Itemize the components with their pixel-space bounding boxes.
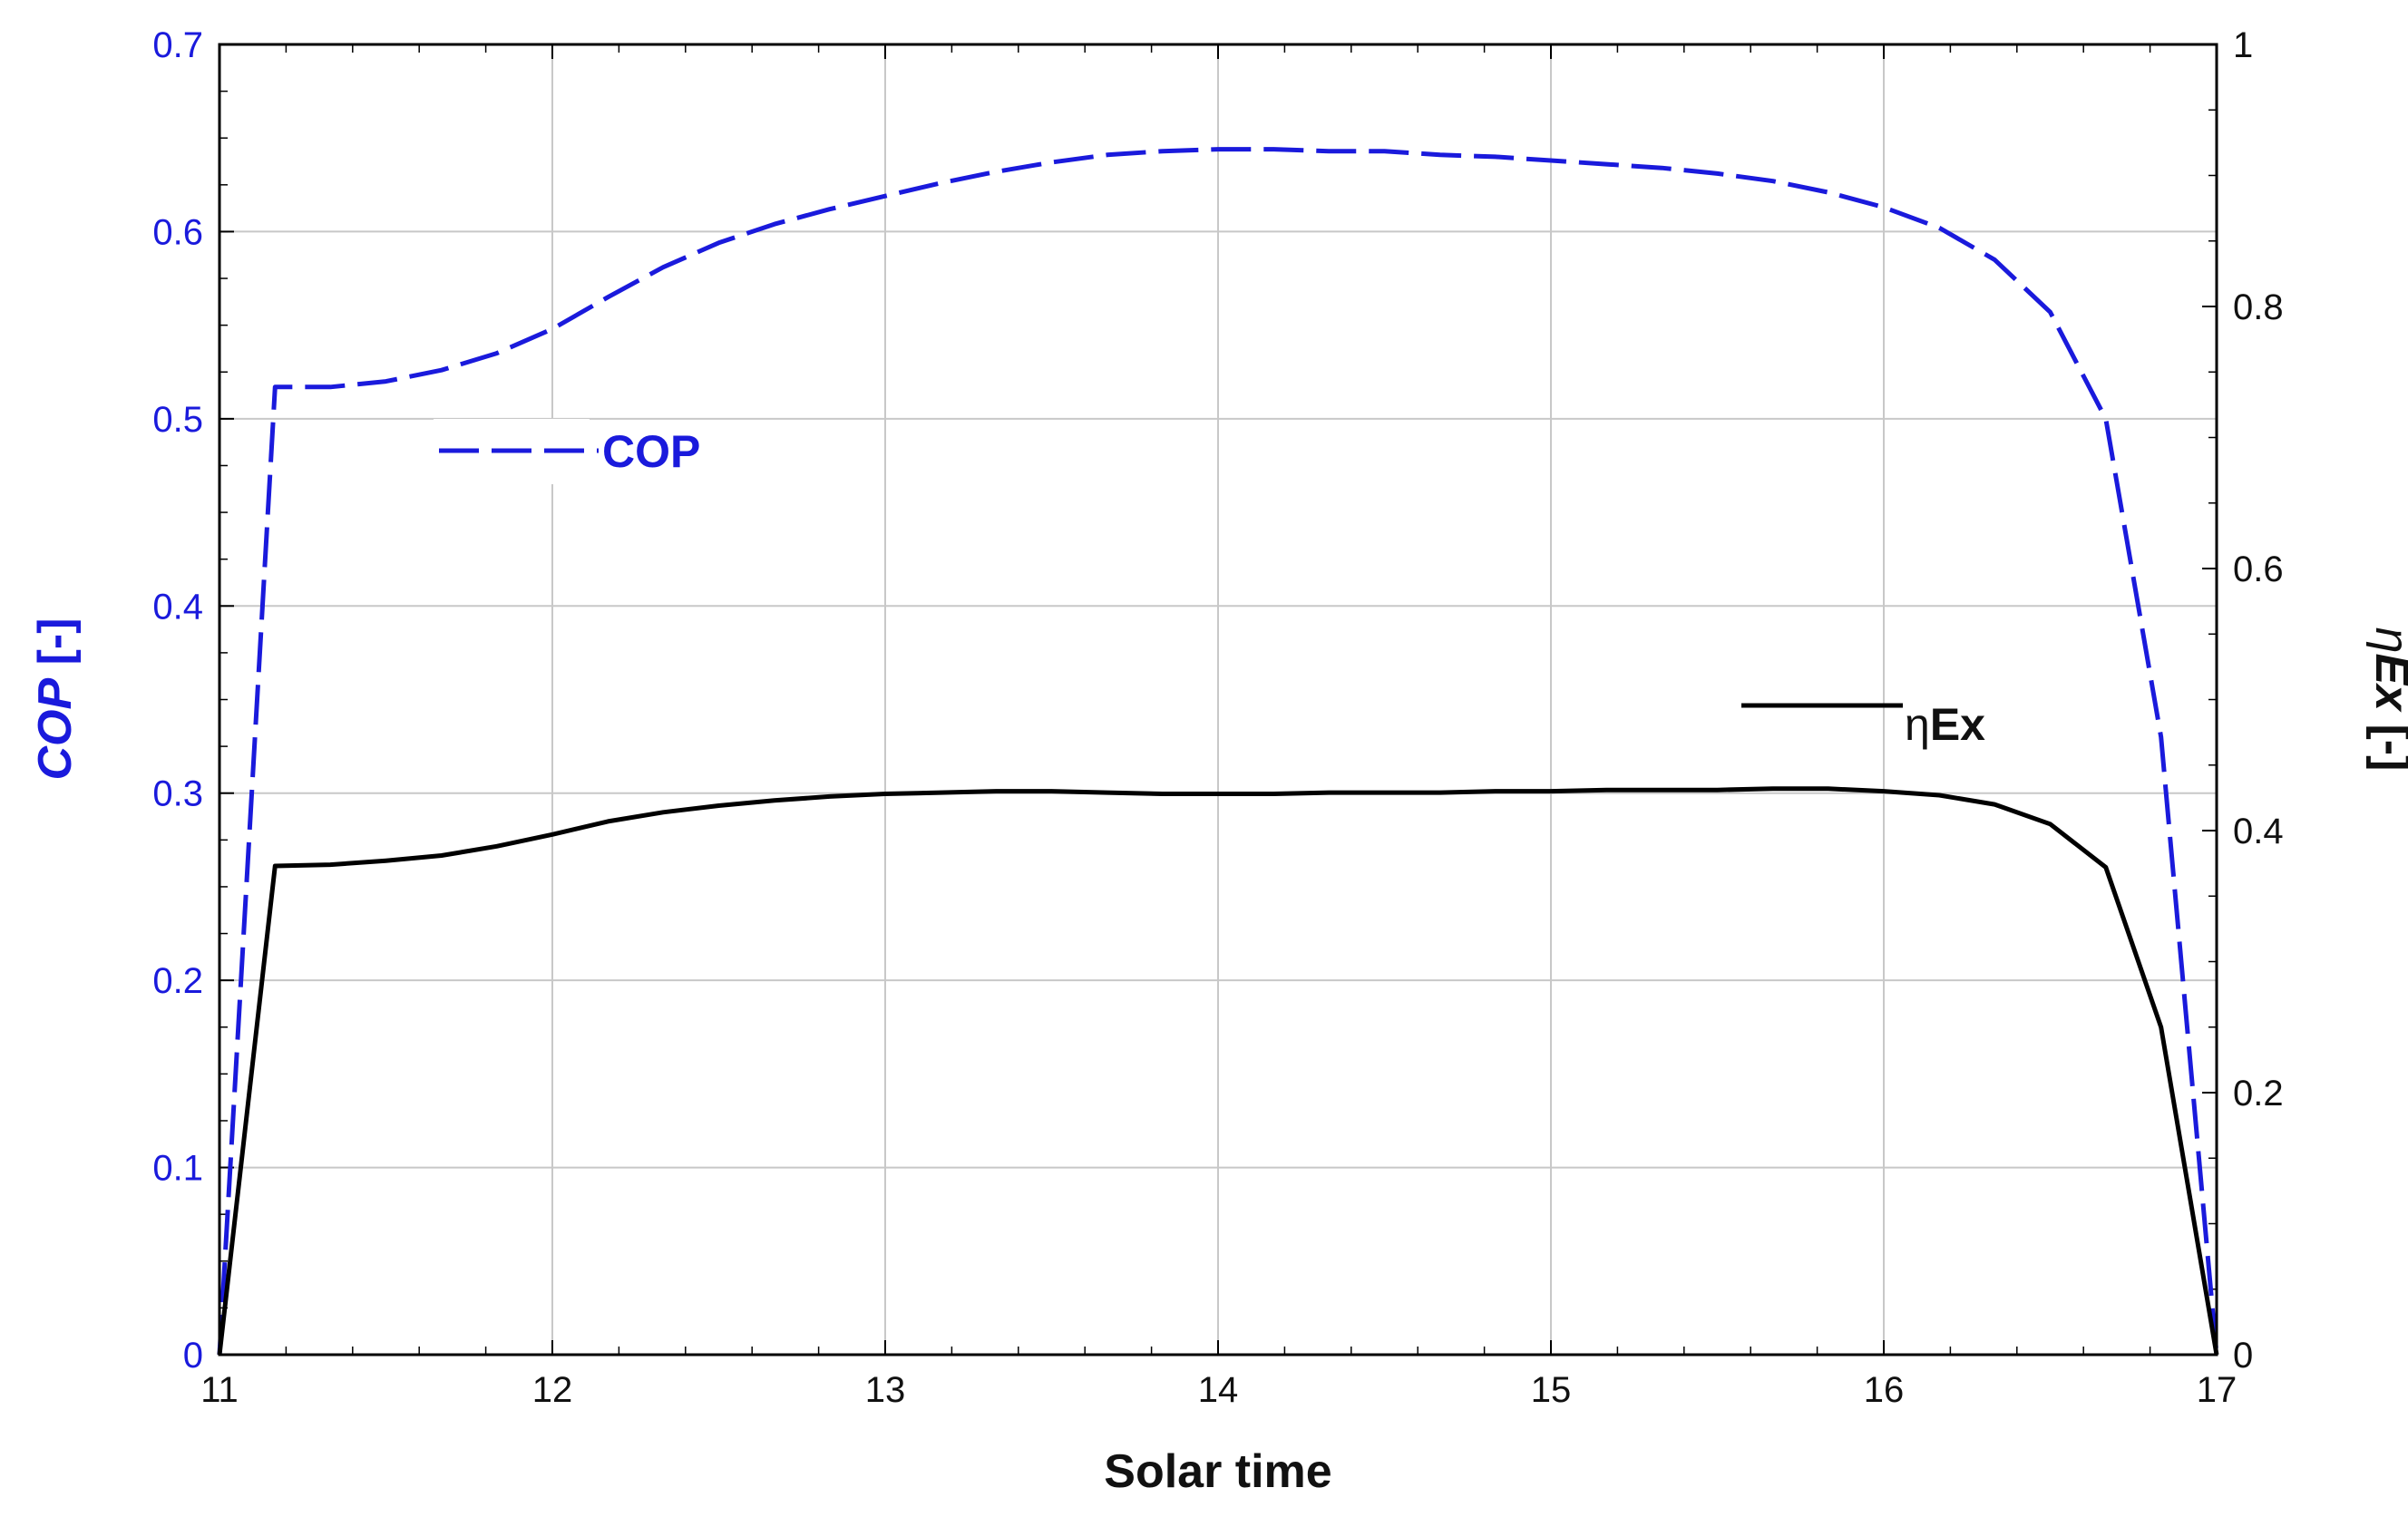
series-layer bbox=[217, 147, 2219, 1356]
legend-cop-label: COP bbox=[602, 426, 700, 477]
y-left-tick-label: 0.1 bbox=[152, 1149, 203, 1189]
y-right-tick-label: 0.4 bbox=[2233, 812, 2284, 851]
y-left-tick-label: 0.3 bbox=[152, 774, 203, 814]
y-left-tick-label: 0.2 bbox=[152, 961, 203, 1001]
legend-eta-sub: Ex bbox=[1930, 699, 1985, 750]
y-axis-left-title-unit: [-] bbox=[29, 617, 82, 665]
x-tick-label: 12 bbox=[532, 1370, 573, 1410]
y-right-tick-label: 0.2 bbox=[2233, 1074, 2284, 1113]
y-right-tick-label: 1 bbox=[2233, 25, 2253, 65]
tick-labels: 11 12 13 14 15 16 1700.10.20.30.40.50.60.700.2… bbox=[152, 25, 2283, 1410]
legend-eta-symbol: η bbox=[1905, 699, 1930, 750]
y-left-tick-label: 0 bbox=[183, 1336, 203, 1376]
y-right-tick-label: 0.8 bbox=[2233, 287, 2284, 327]
grid bbox=[219, 44, 2217, 1355]
y-axis-right-title-symbol: η bbox=[2365, 627, 2408, 654]
x-tick-label: 17 bbox=[2197, 1370, 2237, 1410]
y-left-tick-label: 0.6 bbox=[152, 212, 203, 252]
y-left-tick-label: 0.4 bbox=[152, 587, 203, 627]
y-axis-left-title-main: COP bbox=[29, 678, 82, 781]
y-axis-left-title: COP [-] bbox=[29, 617, 82, 780]
legend-eta-label: ηEx bbox=[1905, 699, 1985, 750]
eta-ex-series-line bbox=[217, 786, 2219, 1356]
y-axis-right-title-sub: Ex bbox=[2365, 653, 2408, 713]
y-axis-right-title-unit: [-] bbox=[2365, 724, 2408, 771]
x-tick-label: 13 bbox=[865, 1370, 906, 1410]
y-left-tick-label: 0.7 bbox=[152, 25, 203, 65]
legend-cop: COP bbox=[434, 419, 700, 484]
y-left-tick-label: 0.5 bbox=[152, 400, 203, 440]
plot-frame bbox=[218, 43, 2218, 1357]
x-tick-label: 15 bbox=[1531, 1370, 1572, 1410]
x-tick-label: 14 bbox=[1198, 1370, 1239, 1410]
y-right-tick-label: 0 bbox=[2233, 1336, 2253, 1376]
y-axis-right-title: ηEx [-] bbox=[2365, 627, 2408, 772]
x-tick-label: 16 bbox=[1864, 1370, 1905, 1410]
x-tick-label: 11 bbox=[200, 1370, 239, 1410]
x-axis-title: Solar time bbox=[1104, 1445, 1331, 1498]
cop-series-line bbox=[217, 147, 2219, 1356]
y-right-tick-label: 0.6 bbox=[2233, 549, 2284, 589]
legend-eta: ηEx bbox=[1741, 699, 1985, 750]
